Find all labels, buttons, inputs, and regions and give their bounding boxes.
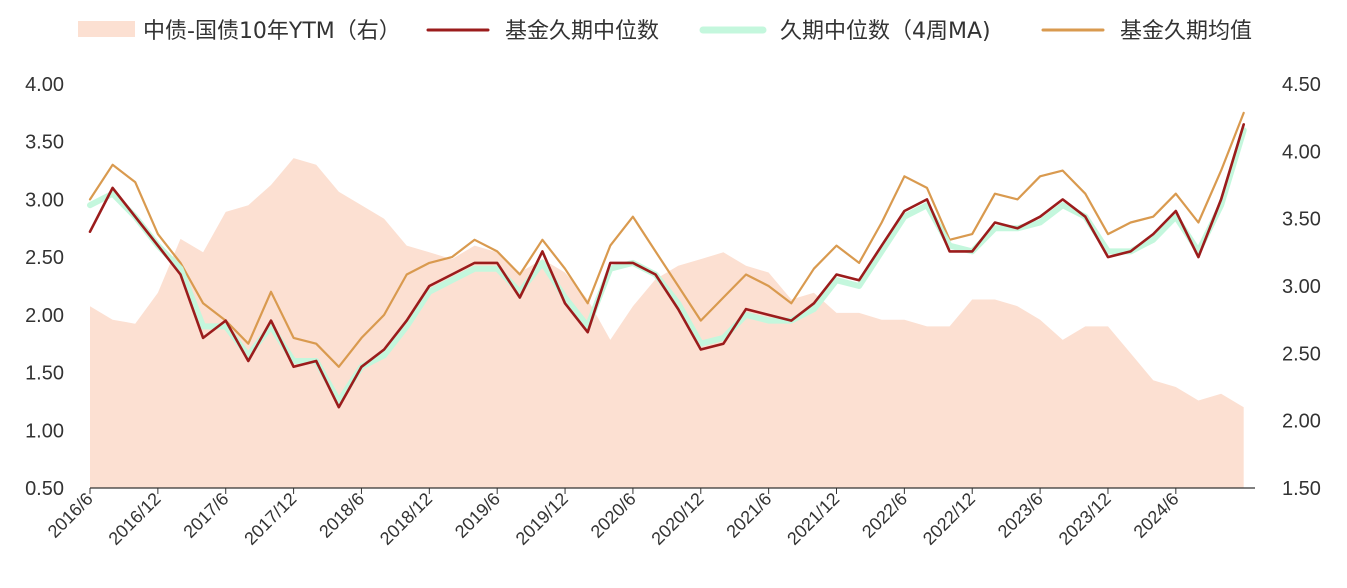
y-right-tick-label: 4.50	[1282, 74, 1321, 96]
x-tick-label: 2020/12	[647, 489, 707, 549]
x-tick-label: 2017/12	[240, 489, 300, 549]
y-left-tick-label: 0.50	[25, 478, 64, 500]
legend-label-3: 基金久期均值	[1120, 19, 1252, 44]
y-left-tick-label: 2.50	[25, 247, 64, 269]
x-tick-label: 2019/12	[512, 489, 572, 549]
x-tick-label: 2022/6	[858, 489, 911, 542]
legend-label-1: 基金久期中位数	[505, 19, 659, 44]
series-area-ytm	[90, 158, 1244, 488]
y-right-tick-label: 3.00	[1282, 276, 1321, 298]
chart-legend: 中债-国债10年YTM（右） 基金久期中位数 久期中位数（4周MA) 基金久期均值	[78, 19, 1252, 44]
x-tick-label: 2019/6	[451, 489, 504, 542]
x-tick-label: 2018/6	[315, 489, 368, 542]
y-left-tick-label: 2.00	[25, 305, 64, 327]
x-tick-label: 2017/6	[179, 489, 232, 542]
x-tick-label: 2022/12	[919, 489, 979, 549]
legend-label-2: 久期中位数（4周MA)	[780, 19, 991, 44]
y-left-tick-label: 1.50	[25, 363, 64, 385]
y-left-tick-label: 1.00	[25, 420, 64, 442]
legend-label-0: 中债-国债10年YTM（右）	[143, 19, 401, 44]
duration-lines-layer	[87, 111, 1247, 409]
y-right-tick-label: 2.50	[1282, 343, 1321, 365]
x-tick-label: 2024/6	[1130, 489, 1183, 542]
y-right-tick-label: 1.50	[1282, 478, 1321, 500]
y-right-tick-label: 2.00	[1282, 411, 1321, 433]
y-left-tick-label: 3.00	[25, 189, 64, 211]
ytm-area-layer	[90, 158, 1244, 488]
x-tick-label: 2016/12	[105, 489, 165, 549]
x-tick-label: 2018/12	[376, 489, 436, 549]
x-tick-label: 2021/12	[783, 489, 843, 549]
x-tick-label: 2021/6	[722, 489, 775, 542]
legend-swatch-ytm	[78, 21, 135, 37]
y-right-tick-label: 4.00	[1282, 141, 1321, 163]
x-tick-label: 2020/6	[587, 489, 640, 542]
series-line-1	[88, 123, 1245, 409]
y-left-tick-label: 4.00	[25, 74, 64, 96]
series-line-3	[88, 111, 1245, 368]
y-left-tick-label: 3.50	[25, 132, 64, 154]
y-right-tick-label: 3.50	[1282, 209, 1321, 231]
x-tick-label: 2023/12	[1055, 489, 1115, 549]
x-tick-label: 2023/6	[994, 489, 1047, 542]
